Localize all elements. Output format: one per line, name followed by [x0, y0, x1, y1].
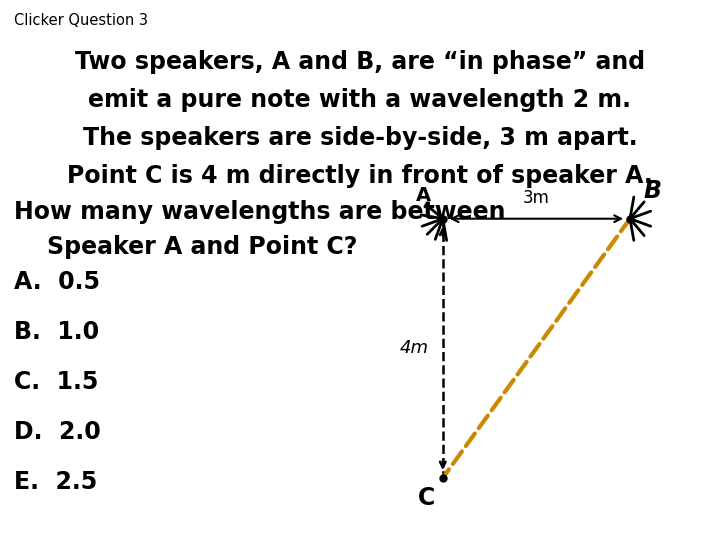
Text: A.  0.5: A. 0.5 — [14, 270, 100, 294]
Text: A: A — [415, 186, 431, 205]
Text: How many wavelengths are between: How many wavelengths are between — [14, 200, 505, 224]
Text: 3m: 3m — [523, 188, 550, 207]
Text: 4m: 4m — [400, 339, 429, 357]
Text: C: C — [418, 486, 435, 510]
Text: B.  1.0: B. 1.0 — [14, 320, 99, 344]
Text: E.  2.5: E. 2.5 — [14, 470, 97, 494]
Text: The speakers are side-by-side, 3 m apart.: The speakers are side-by-side, 3 m apart… — [83, 126, 637, 150]
Text: Speaker A and Point C?: Speaker A and Point C? — [14, 235, 357, 259]
Text: Two speakers, A and B, are “in phase” and: Two speakers, A and B, are “in phase” an… — [75, 50, 645, 74]
Text: Point C is 4 m directly in front of speaker A.: Point C is 4 m directly in front of spea… — [67, 164, 653, 188]
Text: C.  1.5: C. 1.5 — [14, 370, 99, 394]
Text: D.  2.0: D. 2.0 — [14, 420, 101, 444]
Text: emit a pure note with a wavelength 2 m.: emit a pure note with a wavelength 2 m. — [89, 88, 631, 112]
Text: B: B — [644, 179, 662, 202]
Text: Clicker Question 3: Clicker Question 3 — [14, 13, 148, 28]
